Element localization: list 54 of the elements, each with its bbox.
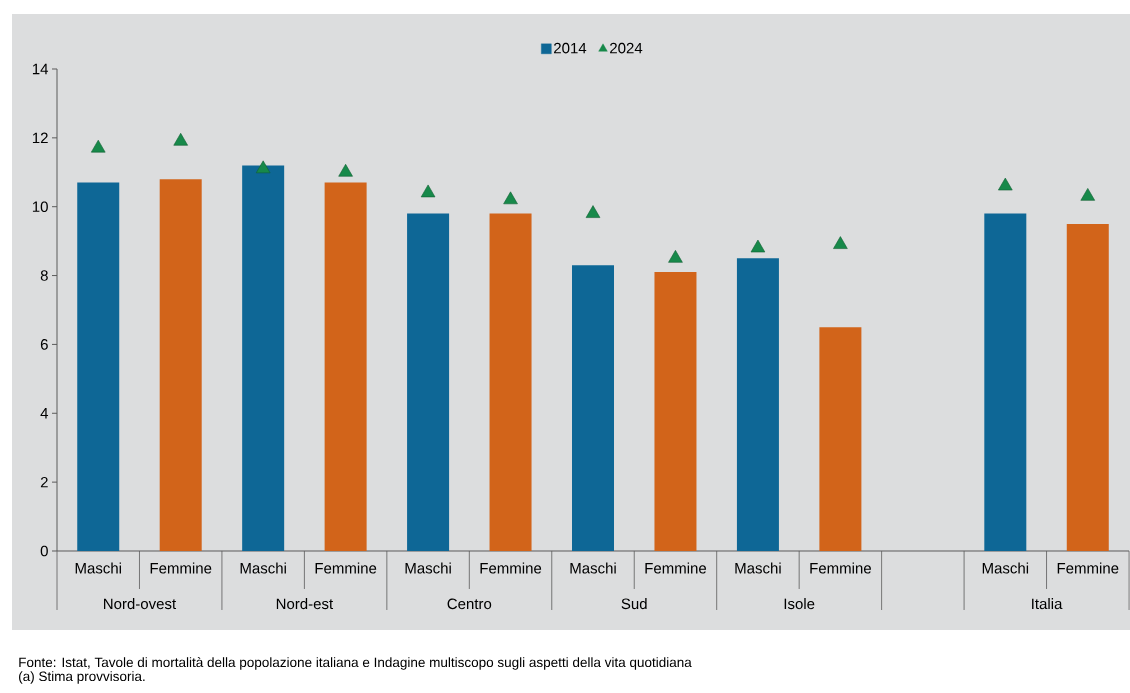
x-tick-label: Maschi <box>570 562 616 574</box>
source-note: Fonte: Istat, Tavole di mortalità della popolazione italiana e Indagine multiscopo sugli aspetti della vita quotidiana <box>19 657 692 670</box>
x-tick-label: Maschi <box>982 562 1029 574</box>
x-tick-label: Femmine <box>150 562 212 574</box>
legend-label: 2024 <box>610 42 643 54</box>
text: Centro <box>447 598 492 610</box>
point <box>585 205 601 218</box>
point <box>91 139 106 153</box>
point <box>998 177 1013 191</box>
text: Italia <box>1032 598 1063 610</box>
bar <box>324 182 367 551</box>
bar <box>489 213 532 551</box>
text: Nord-ovest <box>104 598 177 610</box>
x-tick-label: Maschi <box>735 562 781 574</box>
bar <box>407 213 450 551</box>
point <box>255 160 271 174</box>
x-tick-label: Femmine <box>1057 562 1119 574</box>
bar <box>654 272 697 551</box>
y-tick-label: 4 <box>40 408 49 419</box>
bar <box>159 179 202 551</box>
point <box>420 184 436 198</box>
y-tick-label: 6 <box>40 339 48 350</box>
bar <box>77 182 120 551</box>
point <box>668 250 683 263</box>
y-tick-label: 0 <box>40 545 48 557</box>
text: (a) Stima provvisoria. <box>19 671 145 684</box>
text: Isole <box>784 598 815 610</box>
legend-label: 2014 <box>554 42 587 54</box>
bar <box>572 265 615 551</box>
point <box>173 132 188 146</box>
bar <box>242 165 285 551</box>
y-tick-label: 10 <box>32 201 48 213</box>
x-tick-label: Femmine <box>480 562 542 574</box>
x-tick-label: Femmine <box>315 562 377 574</box>
y-tick-label: 8 <box>40 270 48 281</box>
bar <box>984 213 1027 551</box>
x-tick-label: Maschi <box>75 562 121 574</box>
y-tick-label: 2 <box>40 476 48 488</box>
text: Nord-est <box>276 598 334 610</box>
point <box>750 239 766 253</box>
x-tick-label: Femmine <box>645 562 707 574</box>
bar <box>819 327 862 551</box>
point <box>833 236 848 249</box>
bar <box>1066 223 1109 551</box>
point <box>338 163 353 177</box>
x-tick-label: Femmine <box>810 562 871 574</box>
point <box>1080 188 1095 201</box>
y-tick-label: 14 <box>32 63 49 75</box>
bar <box>736 258 779 551</box>
y-tick-label: 12 <box>32 132 48 144</box>
x-tick-label: Maschi <box>405 562 451 574</box>
text: Sud <box>621 598 647 610</box>
point <box>503 191 518 205</box>
x-tick-label: Maschi <box>240 562 286 574</box>
